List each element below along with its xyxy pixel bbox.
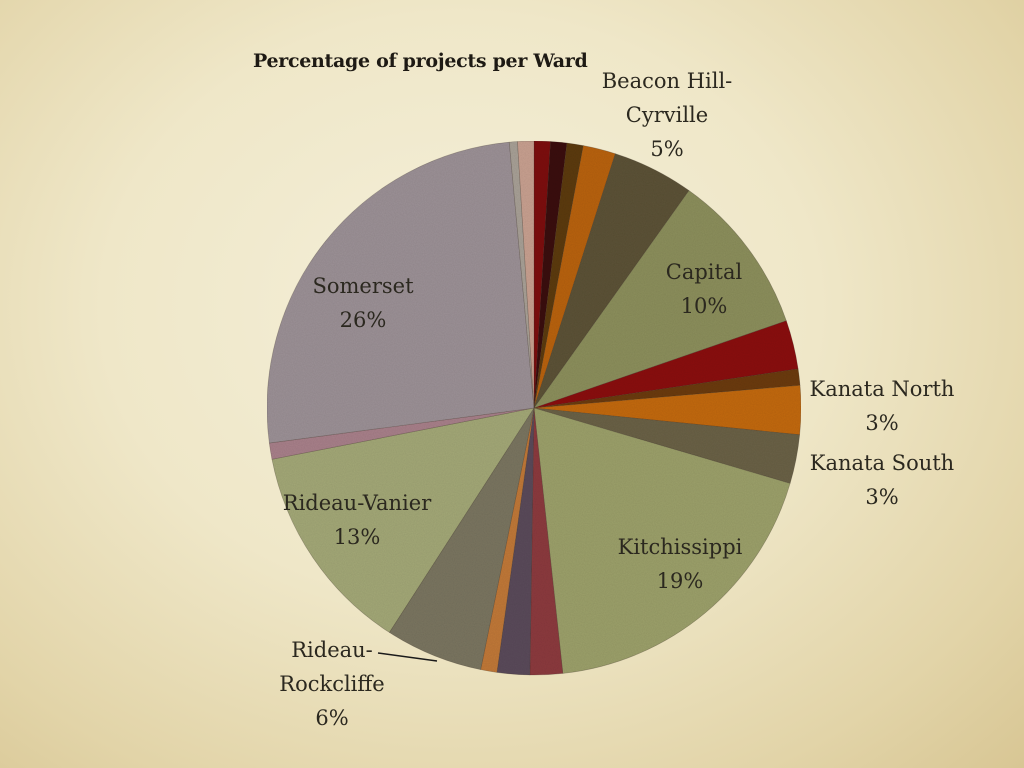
slice-label-line: 26% [339, 308, 387, 332]
slice-label-kanata-north: Kanata North 3% [810, 372, 955, 440]
pie-slice-kitchissippi [533, 407, 791, 674]
pie-slice-19 [517, 140, 535, 409]
slice-label-somerset: Somerset 26% [312, 269, 413, 337]
slice-label-line: 3% [865, 485, 899, 509]
slice-label-line: Somerset [312, 274, 414, 298]
slice-label-capital: Capital 10% [666, 255, 742, 323]
slice-label-line: Kitchissippi [617, 535, 743, 559]
slice-label-kanata-south: Kanata South 3% [810, 446, 954, 514]
slice-label-kitchissippi: Kitchissippi 19% [618, 530, 743, 598]
slice-label-line: 19% [656, 569, 704, 593]
slice-label-line: 6% [315, 706, 349, 730]
slice-label-line: Rockcliffe [279, 672, 385, 696]
slice-label-beacon-hill-cyrville: Beacon Hill- Cyrville 5% [602, 64, 733, 166]
slice-label-line: 10% [680, 294, 728, 318]
slice-label-line: Beacon Hill- [601, 69, 733, 93]
pie-slice-capital [533, 190, 787, 409]
slice-label-line: Kanata South [809, 451, 955, 475]
slice-label-line: 5% [650, 137, 684, 161]
slice-label-rideau-rockcliffe: Rideau- Rockcliffe 6% [279, 633, 384, 735]
slice-label-rideau-vanier: Rideau-Vanier 13% [283, 486, 431, 554]
slice-label-line: Kanata North [809, 377, 955, 401]
slice-label-line: Rideau- [291, 638, 373, 662]
pie-slice-somerset [266, 141, 535, 444]
slice-label-line: 13% [333, 525, 381, 549]
slice-label-line: Cyrville [625, 103, 709, 127]
slice-label-line: Capital [665, 260, 743, 284]
chart-title: Percentage of projects per Ward [253, 50, 588, 72]
slice-label-line: Rideau-Vanier [282, 491, 432, 515]
pie-slice-rideau-vanier [271, 407, 535, 633]
slice-label-line: 3% [865, 411, 899, 435]
leader-line-rideau-rockcliffe [377, 652, 438, 662]
